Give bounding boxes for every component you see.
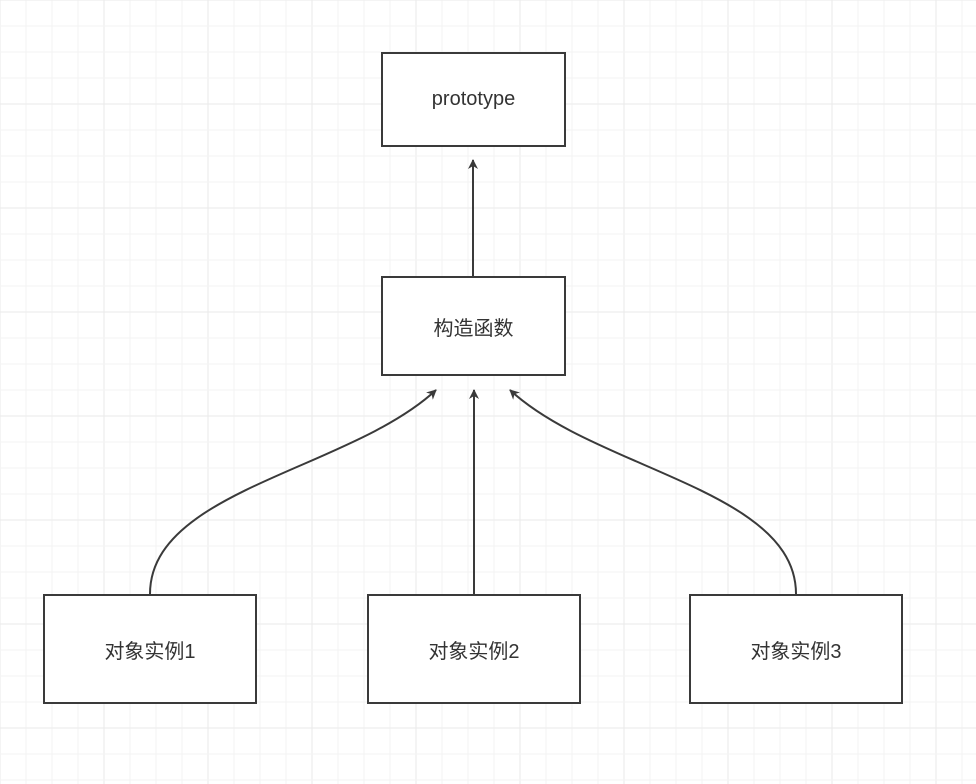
- node-instance2: 对象实例2: [367, 594, 581, 704]
- node-label-instance2: 对象实例2: [428, 635, 519, 664]
- node-label-instance1: 对象实例1: [104, 635, 195, 664]
- edge-instance3-constructor: [510, 390, 796, 594]
- edge-instance1-constructor: [150, 390, 436, 594]
- node-prototype: prototype: [381, 52, 566, 147]
- node-constructor: 构造函数: [381, 276, 566, 376]
- node-label-constructor: 构造函数: [434, 312, 514, 341]
- node-label-prototype: prototype: [432, 88, 515, 111]
- node-instance3: 对象实例3: [689, 594, 903, 704]
- node-label-instance3: 对象实例3: [750, 635, 841, 664]
- node-instance1: 对象实例1: [43, 594, 257, 704]
